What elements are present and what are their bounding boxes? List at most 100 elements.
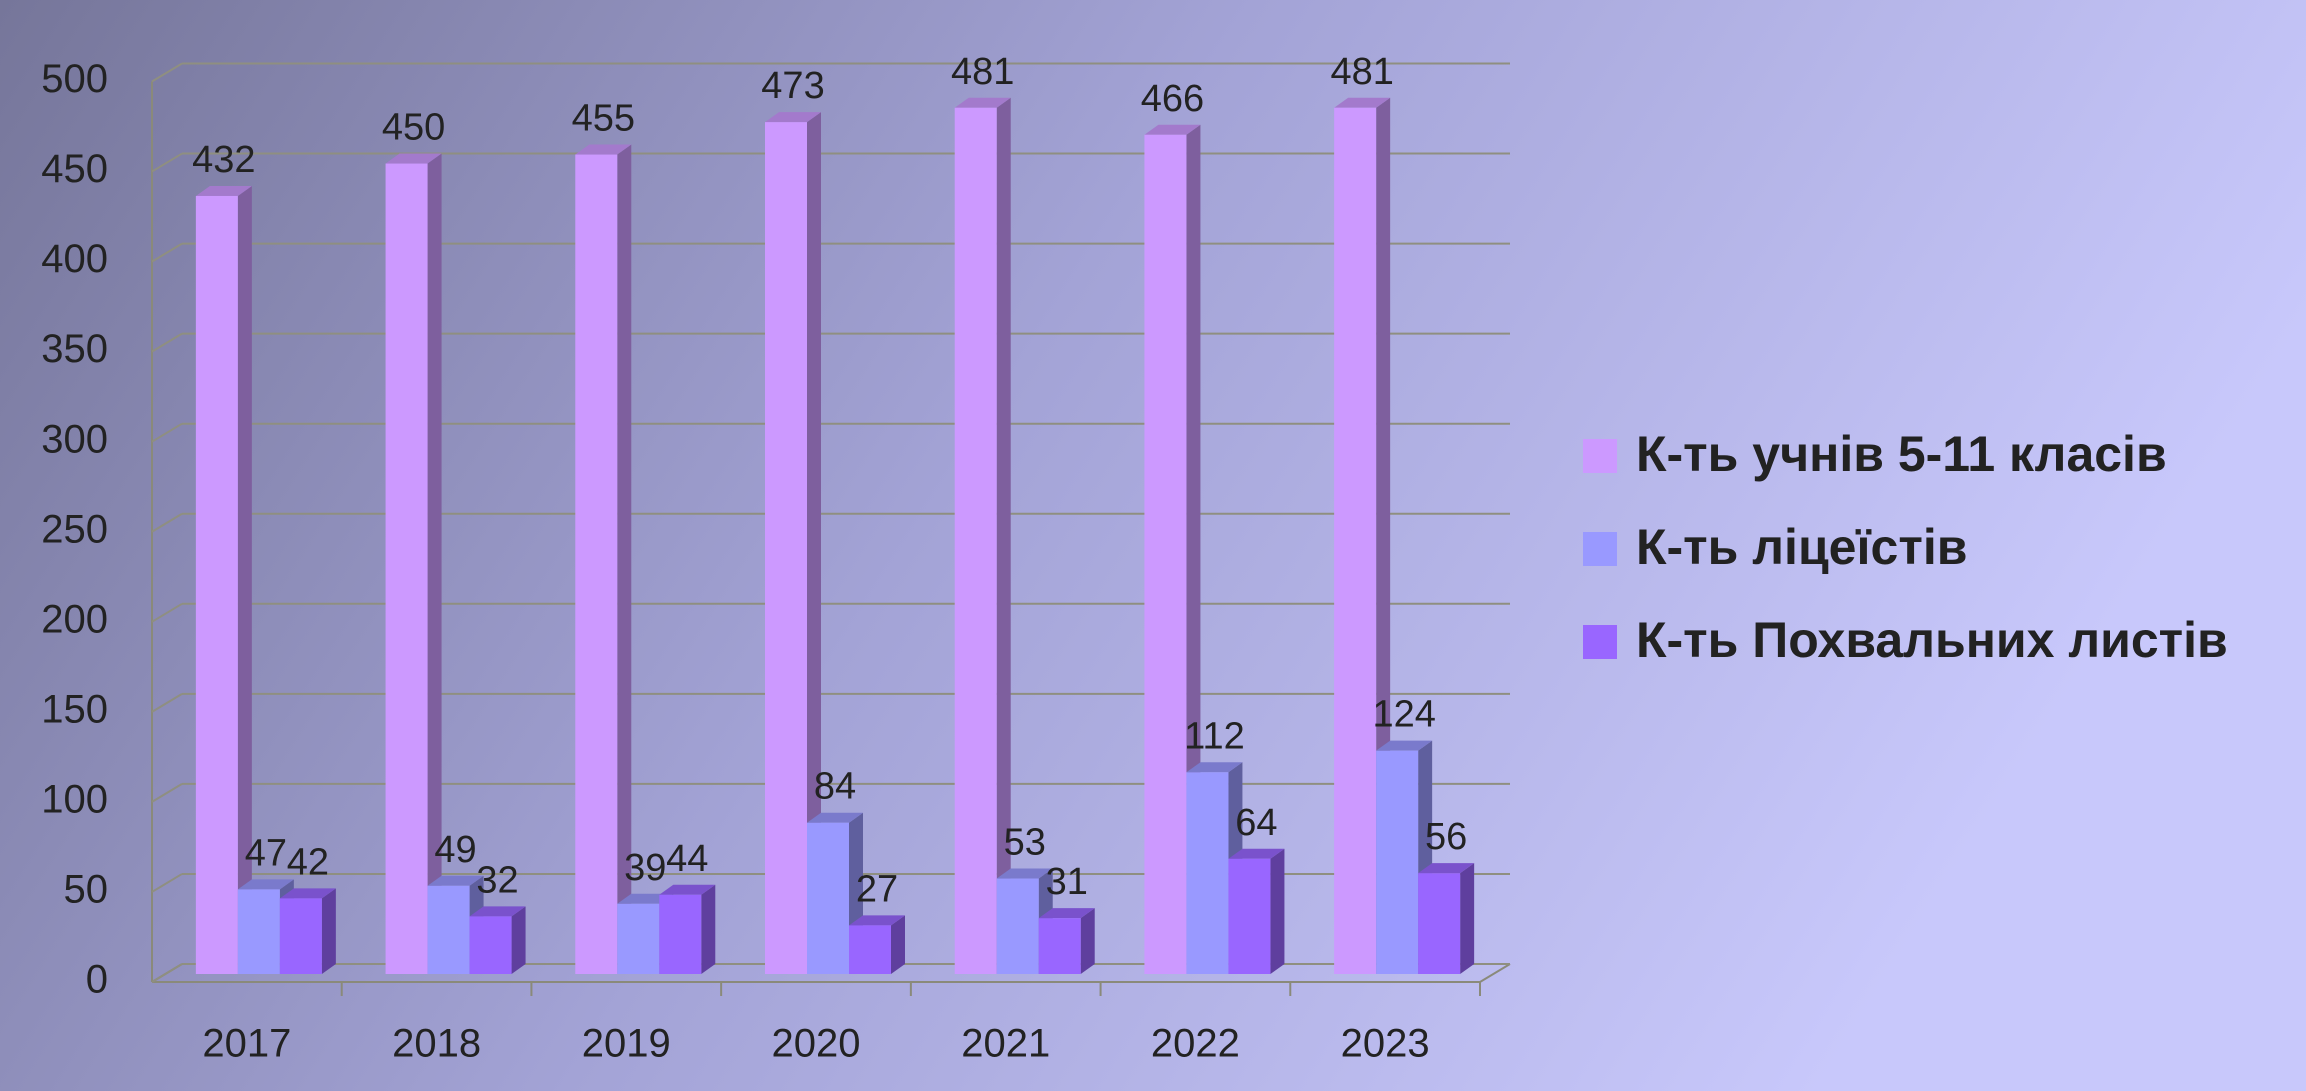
data-label: 44: [666, 838, 708, 880]
bar-top: [807, 812, 863, 823]
bar-top: [427, 875, 484, 886]
bar: [385, 163, 428, 975]
legend-label: К-ть ліцеїстів: [1636, 519, 1967, 575]
bar: [1334, 107, 1377, 975]
bar: [575, 154, 618, 975]
legend-swatch: [1583, 532, 1617, 566]
bar-top: [1186, 762, 1243, 773]
data-label: 84: [814, 766, 856, 808]
grid-line: [151, 152, 183, 173]
bar: [195, 195, 238, 974]
grid-line: [151, 692, 183, 713]
bar-top: [996, 868, 1053, 879]
bar-side: [996, 97, 1011, 975]
grid-line: [151, 242, 183, 263]
y-tick-label: 0: [86, 958, 108, 1002]
legend-swatch: [1583, 625, 1617, 659]
bar: [279, 898, 322, 974]
bar-side: [1080, 908, 1095, 974]
grid-line: [151, 873, 183, 893]
bar-side: [1270, 848, 1285, 974]
bar: [1186, 772, 1229, 974]
bar-side: [1460, 863, 1475, 974]
data-label: 49: [434, 829, 476, 871]
x-tick-label: 2022: [1151, 1022, 1240, 1066]
bar-top: [575, 144, 632, 155]
y-tick-label: 500: [41, 57, 108, 101]
bar-side: [321, 888, 336, 974]
data-label: 450: [382, 107, 445, 149]
bar-top: [1376, 740, 1433, 751]
data-label: 481: [951, 51, 1014, 93]
y-tick-label: 350: [41, 327, 108, 371]
bar-top: [385, 153, 442, 164]
grid-line: [151, 602, 183, 623]
grid-line: [151, 783, 183, 803]
y-tick-label: 450: [41, 147, 108, 191]
y-tick-label: 400: [41, 237, 108, 281]
data-label: 455: [572, 98, 635, 140]
bar-top: [1334, 97, 1391, 108]
floor-edge: [1479, 963, 1511, 983]
bar: [849, 925, 891, 974]
bar-top: [1418, 863, 1475, 874]
data-label: 112: [1184, 715, 1245, 757]
bar-top: [237, 879, 294, 890]
bar: [1228, 858, 1271, 974]
bar: [954, 107, 997, 975]
bar-top: [279, 888, 336, 899]
data-label: 466: [1141, 78, 1204, 120]
bar: [1144, 134, 1187, 974]
bar-side: [807, 112, 821, 974]
bar-top: [765, 112, 821, 123]
bar-side: [237, 185, 252, 974]
data-label: 32: [476, 859, 518, 901]
bar-top: [469, 906, 526, 917]
grid-line: [151, 963, 183, 983]
bar: [1038, 918, 1081, 974]
data-label: 42: [287, 841, 329, 883]
grid-line: [151, 332, 183, 353]
bar: [1418, 873, 1461, 974]
bar-side: [427, 153, 442, 975]
bar: [427, 885, 470, 974]
y-tick-label: 50: [64, 868, 109, 912]
y-tick-label: 150: [41, 687, 108, 731]
bar-top: [1144, 124, 1201, 135]
bar-side: [617, 144, 632, 975]
data-label: 432: [192, 139, 255, 181]
y-tick-label: 200: [41, 597, 108, 641]
data-label: 31: [1046, 861, 1088, 903]
bar-top: [849, 915, 905, 926]
x-tick-label: 2019: [582, 1022, 671, 1066]
bar-top: [1228, 848, 1285, 859]
bar-top: [195, 185, 252, 196]
bar-top: [659, 884, 716, 895]
x-tick-label: 2020: [772, 1022, 861, 1066]
y-tick-label: 250: [41, 507, 108, 551]
legend-label: К-ть учнів 5-11 класів: [1636, 426, 2167, 482]
y-tick-label: 100: [41, 777, 108, 821]
grid-line: [151, 62, 183, 83]
bar-side: [891, 915, 905, 974]
x-tick-label: 2021: [961, 1022, 1050, 1066]
bar: [1376, 750, 1419, 974]
bar: [237, 889, 280, 974]
x-tick-label: 2018: [392, 1022, 481, 1066]
data-label: 47: [245, 832, 287, 874]
data-label: 473: [761, 65, 824, 107]
x-tick-label: 2017: [202, 1022, 291, 1066]
bar-side: [1186, 124, 1201, 974]
bar: [807, 822, 849, 974]
data-label: 124: [1372, 694, 1435, 736]
bar: [617, 903, 660, 974]
bar: [469, 916, 512, 974]
data-label: 56: [1425, 816, 1467, 858]
legend-label: К-ть Похвальних листів: [1636, 612, 2228, 668]
bar: [765, 122, 807, 974]
bar-top: [1038, 908, 1095, 919]
grid-line: [151, 422, 183, 443]
bar: [659, 894, 702, 974]
data-label: 64: [1235, 802, 1277, 844]
